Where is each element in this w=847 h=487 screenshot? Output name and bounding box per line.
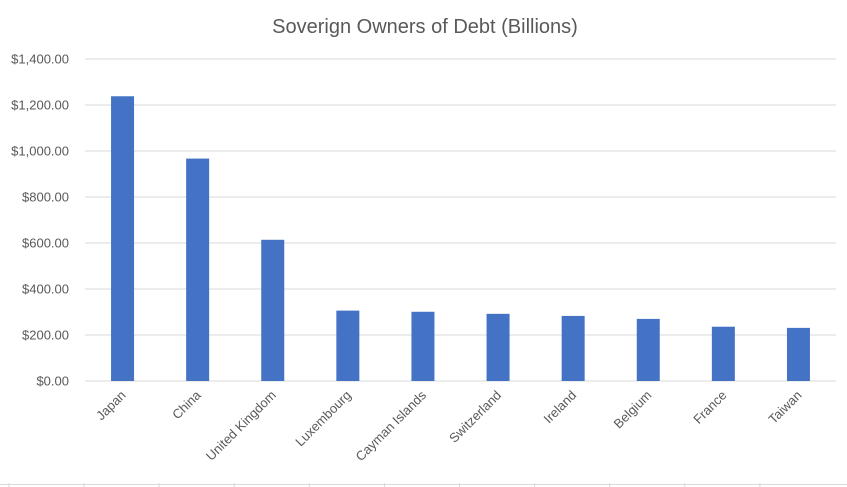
bar-ireland [561,315,585,381]
y-axis-tick-labels: $0.00 $200.00 $400.00 $600.00 $800.00 $1,000.… [11,52,69,389]
bottom-border [0,483,847,487]
x-tick-label: United Kingdom [203,388,279,464]
x-tick-label: China [169,387,204,422]
x-tick-label: Taiwan [765,388,804,427]
bar-belgium [636,318,660,381]
bar-switzerland [486,313,510,381]
x-tick-label: Ireland [541,388,580,427]
x-tick-label: Cayman Islands [353,387,430,464]
gridlines [85,58,836,382]
chart-title: Soverign Owners of Debt (Billions) [272,16,578,38]
x-tick-label: Japan [93,388,129,424]
y-tick-label: $1,000.00 [11,144,69,159]
bar-united-kingdom [261,239,285,381]
bar-japan [111,96,135,381]
x-tick-label: France [690,388,729,427]
y-tick-label: $200.00 [22,328,69,343]
y-tick-label: $1,400.00 [11,52,69,67]
bar-luxembourg [336,310,360,381]
y-tick-label: $400.00 [22,282,69,297]
y-tick-label: $0.00 [36,374,69,389]
x-axis-tick-labels: Japan China United Kingdom LuxembourgCayman… [93,387,805,464]
bar-cayman-islands [411,311,435,381]
x-tick-label: Switzerland [446,388,504,446]
bar-france [711,326,735,381]
y-tick-label: $1,200.00 [11,98,69,113]
bar-taiwan [786,327,810,381]
y-tick-label: $800.00 [22,190,69,205]
x-tick-label: Luxembourg [292,388,354,450]
y-tick-label: $600.00 [22,236,69,251]
bars [111,96,810,381]
bar-china [186,158,210,381]
x-tick-label: Belgium [611,388,655,432]
